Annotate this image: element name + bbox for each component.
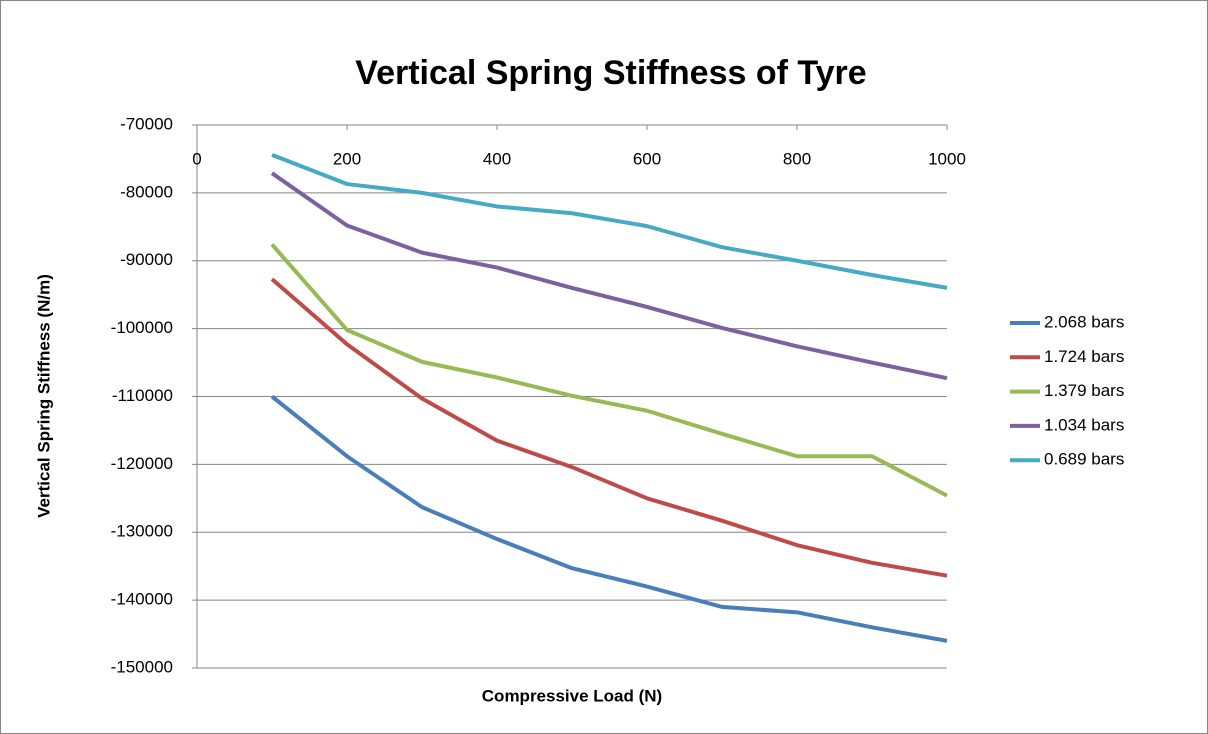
y-tick-label: -140000 bbox=[111, 590, 173, 609]
y-tick-label: -80000 bbox=[120, 182, 173, 201]
series-line bbox=[270, 394, 948, 643]
x-tick-label: 400 bbox=[483, 149, 511, 168]
y-tick-label: -120000 bbox=[111, 454, 173, 473]
legend-label: 1.379 bars bbox=[1044, 381, 1124, 400]
y-tick-label: -90000 bbox=[120, 250, 173, 269]
chart-title: Vertical Spring Stiffness of Tyre bbox=[355, 54, 866, 92]
x-tick-label: 200 bbox=[333, 149, 361, 168]
series-line bbox=[271, 153, 948, 290]
legend-label: 1.724 bars bbox=[1044, 347, 1124, 366]
x-axis-label: Compressive Load (N) bbox=[482, 686, 662, 705]
series-line bbox=[270, 243, 948, 498]
legend-label: 0.689 bars bbox=[1044, 450, 1124, 469]
y-tick-label: -100000 bbox=[111, 318, 173, 337]
x-tick-label: 1000 bbox=[928, 149, 966, 168]
x-tick-label: 800 bbox=[783, 149, 811, 168]
x-tick-label: 0 bbox=[192, 149, 201, 168]
y-axis-label: Vertical Spring Stiffness (N/m) bbox=[34, 274, 53, 518]
y-tick-label: -150000 bbox=[111, 657, 173, 676]
y-tick-label: -130000 bbox=[111, 522, 173, 541]
series-line bbox=[270, 277, 948, 578]
series-line bbox=[270, 171, 948, 381]
y-tick-label: -110000 bbox=[112, 386, 173, 405]
x-tick-label: 600 bbox=[633, 149, 661, 168]
y-tick-label: -70000 bbox=[120, 114, 173, 133]
legend-label: 1.034 bars bbox=[1044, 415, 1124, 434]
legend-label: 2.068 bars bbox=[1044, 312, 1124, 331]
